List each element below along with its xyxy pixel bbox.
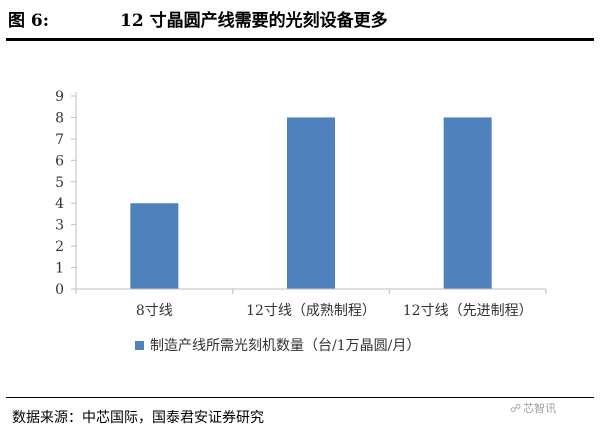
figure-header: 图 6: 12 寸晶圆产线需要的光刻设备更多 [8,6,592,36]
bar [130,203,179,289]
bottom-rule [6,397,594,398]
y-tick-label: 2 [55,239,64,255]
y-tick-label: 7 [55,132,64,148]
y-tick-label: 3 [55,218,64,234]
bar [443,117,492,289]
y-tick-label: 1 [55,261,64,277]
y-tick-label: 6 [55,153,64,169]
legend-label: 制造产线所需光刻机数量（台/1万晶圆/月） [150,338,420,354]
figure-title: 12 寸晶圆产线需要的光刻设备更多 [120,11,388,31]
bar [287,117,335,289]
source-note: 数据来源：中芯国际，国泰君安证券研究 [12,410,264,426]
top-rule [6,38,594,41]
y-tick-label: 0 [55,282,64,298]
y-tick-label: 5 [55,175,64,191]
x-tick-label: 12寸线（成熟制程） [246,303,376,319]
y-tick-label: 9 [55,89,64,105]
y-tick-label: 4 [55,196,64,212]
watermark: ☍ 芯智讯 [510,401,556,417]
x-tick-label: 12寸线（先进制程） [403,303,533,319]
wechat-icon: ☍ [510,402,522,415]
legend-swatch [135,341,144,350]
y-tick-label: 8 [55,110,64,126]
figure-label: 图 6: [8,11,50,31]
x-tick-label: 8寸线 [136,303,173,319]
watermark-text: 芯智讯 [523,402,557,415]
